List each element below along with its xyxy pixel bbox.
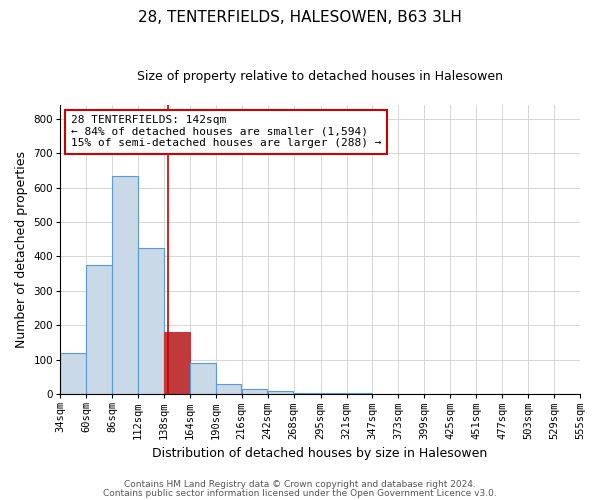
Title: Size of property relative to detached houses in Halesowen: Size of property relative to detached ho… xyxy=(137,70,503,83)
Text: 28, TENTERFIELDS, HALESOWEN, B63 3LH: 28, TENTERFIELDS, HALESOWEN, B63 3LH xyxy=(138,10,462,25)
Text: Contains public sector information licensed under the Open Government Licence v3: Contains public sector information licen… xyxy=(103,488,497,498)
Bar xyxy=(294,392,320,394)
Bar xyxy=(112,176,138,394)
Bar xyxy=(321,392,346,394)
Text: Contains HM Land Registry data © Crown copyright and database right 2024.: Contains HM Land Registry data © Crown c… xyxy=(124,480,476,489)
Bar xyxy=(216,384,241,394)
Bar xyxy=(347,392,372,394)
Bar xyxy=(190,363,215,394)
Bar xyxy=(164,332,190,394)
Text: 28 TENTERFIELDS: 142sqm
← 84% of detached houses are smaller (1,594)
15% of semi: 28 TENTERFIELDS: 142sqm ← 84% of detache… xyxy=(71,115,381,148)
Y-axis label: Number of detached properties: Number of detached properties xyxy=(15,151,28,348)
Bar xyxy=(242,389,268,394)
X-axis label: Distribution of detached houses by size in Halesowen: Distribution of detached houses by size … xyxy=(152,447,488,460)
Bar xyxy=(86,265,112,394)
Bar xyxy=(268,391,293,394)
Bar xyxy=(61,353,86,394)
Bar xyxy=(138,248,164,394)
